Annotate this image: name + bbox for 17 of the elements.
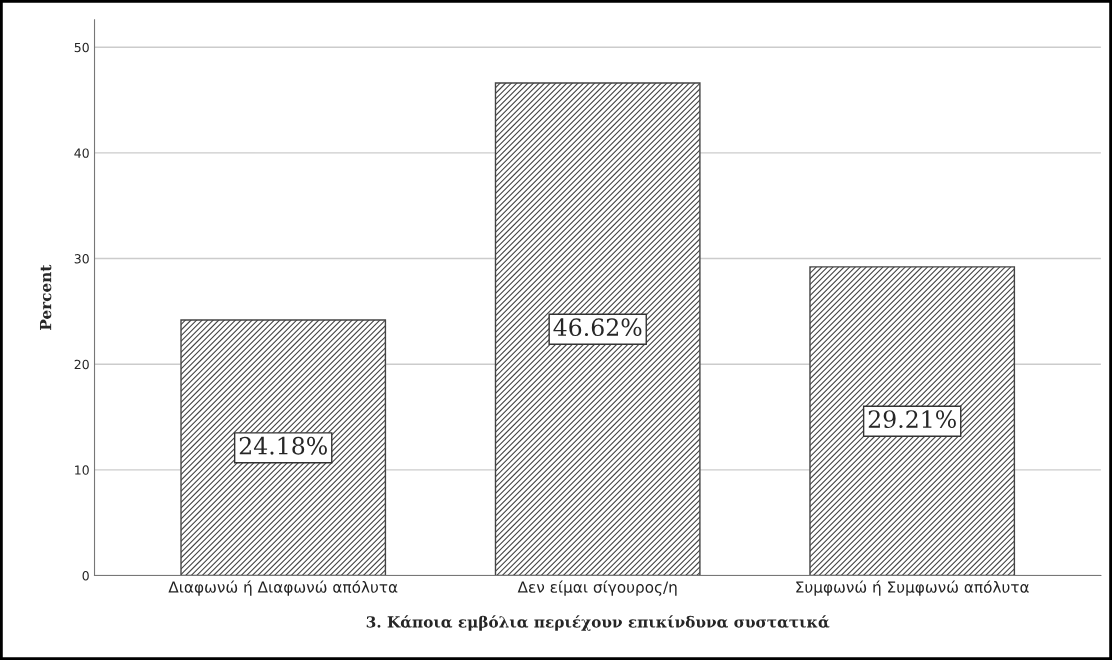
data-label: 24.18% [239, 436, 327, 455]
data-label: 46.62% [553, 318, 642, 337]
x-tick-label: Διαφωνώ ή Διαφωνώ απόλυτα [168, 580, 398, 596]
y-tick-label: 20 [74, 359, 89, 370]
bar [809, 266, 1016, 576]
bar [180, 319, 387, 576]
y-tick-label: 40 [74, 148, 89, 158]
data-label: 29.21% [868, 410, 956, 429]
bar [494, 82, 701, 576]
x-tick-label: Δεν είμαι σίγουρος/η [517, 580, 677, 596]
y-axis-title: Percent [39, 264, 52, 330]
x-axis-title: 3. Κάποια εμβόλια περιέχουν επικίνδυνα συστατικά [366, 615, 830, 631]
x-tick-label: Συμφωνώ ή Συμφωνώ απόλυτα [796, 580, 1029, 596]
y-tick-label: 50 [74, 42, 89, 53]
y-tick-label: 10 [75, 465, 89, 475]
y-tick-label: 30 [74, 254, 89, 264]
y-tick-label: 0 [82, 570, 89, 581]
